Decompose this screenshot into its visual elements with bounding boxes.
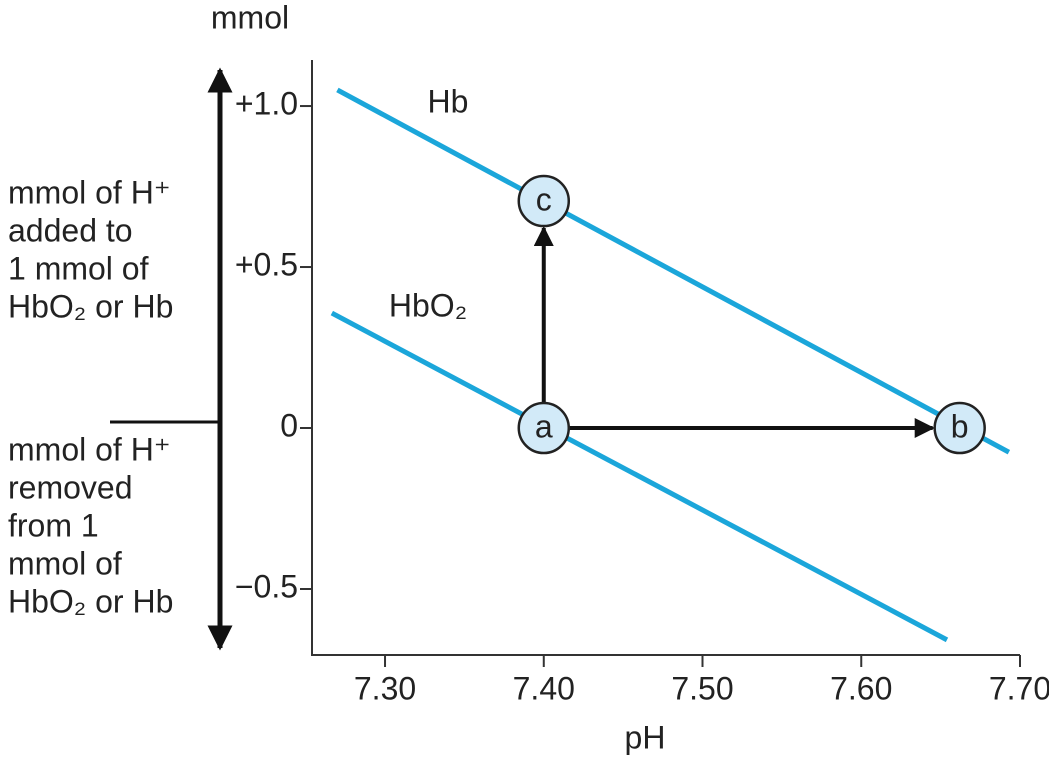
y-tick-label: +0.5 (235, 246, 298, 282)
y-tick-label: 0 (280, 407, 298, 443)
y-tick-label: +1.0 (235, 85, 298, 121)
annotation: HbO₂ or Hb (8, 583, 173, 619)
annotation: 1 mmol of (8, 250, 149, 286)
series-label: Hb (428, 83, 469, 119)
annotation: mmol of H⁺ (8, 174, 171, 210)
annotation: removed (8, 469, 133, 505)
point-label: a (535, 408, 553, 444)
y-axis-label: mmol (211, 0, 289, 35)
annotation: HbO₂ or Hb (8, 288, 173, 324)
y-tick-label: −0.5 (235, 568, 298, 604)
annotation: mmol of (8, 545, 122, 581)
series-label: HbO₂ (389, 287, 467, 323)
series-line (330, 310, 949, 643)
annotation: mmol of H⁺ (8, 431, 171, 467)
point-label: b (951, 408, 969, 444)
x-tick-label: 7.30 (354, 670, 416, 706)
x-tick-label: 7.70 (989, 670, 1049, 706)
point (517, 174, 571, 228)
point-label: c (536, 181, 552, 217)
point (933, 401, 986, 455)
annotation: added to (8, 212, 133, 248)
series-line (336, 87, 1011, 455)
x-axis-label: pH (625, 719, 666, 755)
x-tick-label: 7.50 (671, 670, 733, 706)
point (517, 401, 571, 455)
x-tick-label: 7.40 (513, 670, 575, 706)
x-tick-label: 7.60 (830, 670, 892, 706)
annotation: from 1 (8, 507, 99, 543)
